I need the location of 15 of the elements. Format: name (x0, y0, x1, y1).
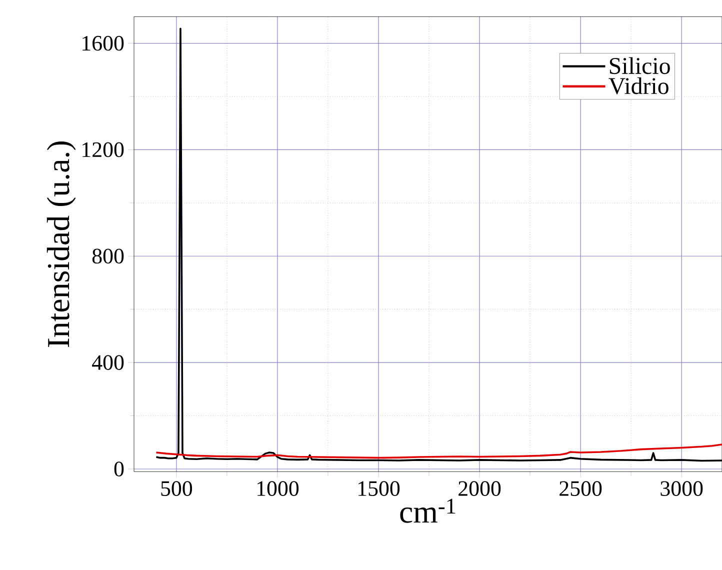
y-tick-label: 1200 (82, 142, 124, 158)
x-axis-title: cm$^{-1}$ (400, 498, 456, 523)
legend-label: Vidrio (608, 77, 668, 94)
y-tick-label: 800 (92, 248, 124, 264)
y-axis-title: Intensidad (u.a.) (46, 142, 76, 348)
x-tick-label: 2500 (560, 481, 602, 496)
x-tick-label: 2000 (458, 481, 501, 496)
x-tick-label: 500 (161, 481, 192, 496)
y-tick-label: 1600 (82, 36, 124, 51)
y-tick-label: 400 (92, 355, 124, 370)
y-tick-label: 0 (114, 462, 124, 476)
x-tick-label: 1000 (257, 481, 299, 496)
x-tick-label: 3000 (660, 481, 703, 496)
legend-label: Silicio (610, 57, 670, 74)
x-tick-label: 1500 (358, 481, 400, 496)
